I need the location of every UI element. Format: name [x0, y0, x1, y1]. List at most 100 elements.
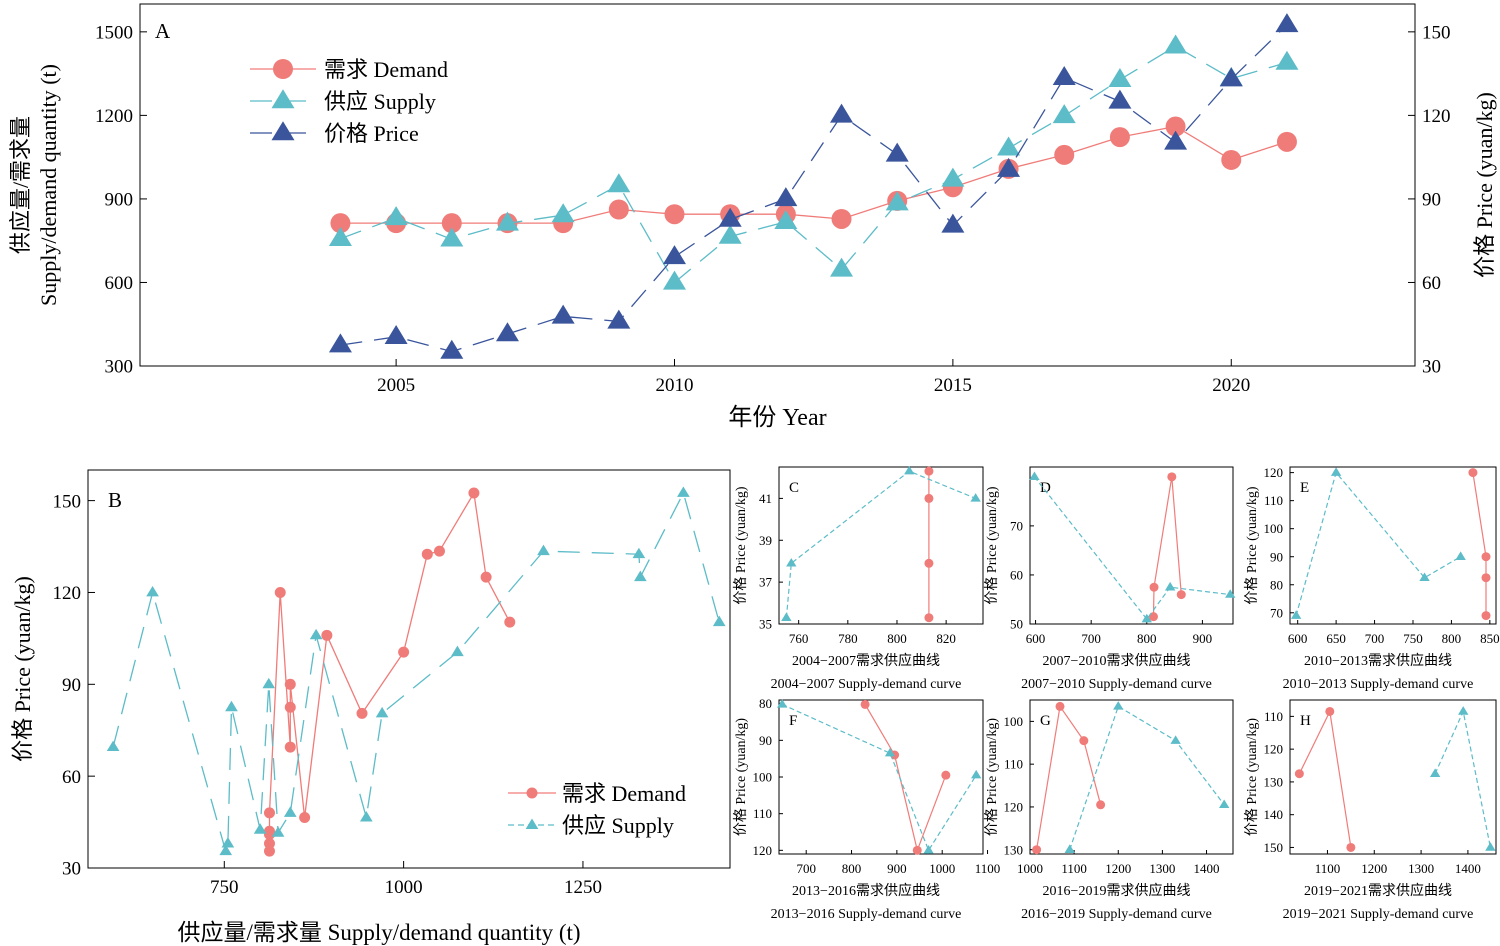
data-point-1-1 — [1113, 701, 1124, 710]
x-tick-label: 2015 — [934, 375, 972, 396]
data-point-0-9 — [831, 208, 852, 229]
data-point-0-3 — [941, 770, 951, 780]
data-point-1-2 — [1419, 572, 1430, 581]
y-axis-title: 价格 Price (yuan/kg) — [10, 576, 35, 762]
series-line-0 — [268, 491, 511, 852]
plot-frame-e — [1289, 466, 1497, 625]
y-tick-label: 100 — [1264, 521, 1284, 536]
series-line-2 — [340, 24, 1288, 353]
data-point-0-1 — [1325, 706, 1335, 716]
legend-marker-0 — [526, 787, 538, 799]
data-point-0-1 — [263, 838, 275, 850]
y-tick-label: 150 — [1264, 840, 1284, 855]
data-point-1-0 — [781, 612, 792, 621]
panel-label: A — [155, 19, 171, 43]
data-point-0-5 — [274, 586, 286, 598]
data-point-2-3 — [495, 322, 519, 342]
data-point-1-0 — [106, 740, 120, 752]
series-line-1 — [1434, 709, 1491, 848]
plot-frame-a — [139, 3, 1416, 367]
y-tick-label: 70 — [1010, 518, 1023, 533]
data-point-1-1 — [1330, 467, 1342, 476]
y-tick-label: 120 — [1264, 742, 1284, 757]
x-axis-title-line1: 2010−2013需求供应曲线 — [1304, 652, 1452, 669]
x-tick-label: 800 — [1137, 631, 1157, 646]
data-point-1-0 — [1429, 768, 1441, 777]
x-axis-title-line2: 2016−2019 Supply-demand curve — [1021, 907, 1212, 922]
data-point-0-17 — [1276, 131, 1297, 152]
y-axis-title: 价格 Price (yuan/kg) — [1244, 718, 1260, 837]
data-point-1-15 — [634, 570, 647, 582]
data-point-1-1 — [884, 747, 896, 757]
x-tick-label: 1000 — [385, 877, 423, 898]
x-tick-label: 1400 — [1194, 861, 1220, 876]
y-tick-label: 120 — [1004, 799, 1024, 814]
data-point-0-1 — [1055, 701, 1065, 711]
x-axis-title-line2: 2004−2007 Supply-demand curve — [771, 677, 962, 692]
panel-h: 1100 1200 1300 1400 110 120 130 140 150 H 2019−202… — [1244, 699, 1497, 922]
data-point-0-9 — [299, 811, 311, 823]
plot-area-e — [1290, 467, 1491, 621]
y-tick-label: 120 — [753, 843, 773, 858]
data-point-1-3 — [1455, 551, 1466, 560]
data-point-1-7 — [271, 826, 285, 837]
series-line-1 — [785, 470, 976, 618]
x-tick-label: 700 — [796, 861, 816, 876]
plot-frame-h — [1289, 699, 1497, 855]
series-line-0 — [1472, 472, 1487, 616]
x-tick-label: 1250 — [564, 877, 602, 898]
x-tick-label: 650 — [1326, 631, 1346, 646]
data-point-1-5 — [607, 173, 631, 193]
data-point-0-0 — [330, 213, 351, 234]
data-point-0-13 — [421, 548, 433, 560]
data-point-1-1 — [1458, 706, 1469, 715]
data-point-0-11 — [356, 707, 368, 719]
panel-d: 600 700 800 900 50 60 70 D 2007−2010需求供应曲线 2007−2… — [984, 466, 1236, 692]
y-tick-label: 90 — [1422, 190, 1441, 211]
x-axis-title-line1: 2019−2021需求供应曲线 — [1304, 882, 1452, 899]
series-line-0 — [1298, 709, 1352, 848]
y-tick-label: 300 — [105, 357, 134, 378]
data-point-1-3 — [970, 493, 981, 502]
data-point-2-11 — [941, 213, 965, 233]
data-point-0-17 — [504, 616, 516, 628]
y-tick-label: 150 — [53, 491, 82, 512]
legend-label-0: 需求 Demand — [562, 781, 686, 806]
series-line-0 — [1152, 476, 1182, 617]
legend-b: 需求 Demand 供应 Supply — [508, 781, 686, 838]
x-tick-label: 820 — [936, 631, 956, 646]
data-point-1-13 — [1052, 104, 1076, 124]
y-tick-label: 120 — [53, 583, 82, 604]
y-tick-label: 130 — [1264, 774, 1284, 789]
data-point-1-9 — [830, 257, 854, 277]
x-tick-label: 800 — [842, 861, 862, 876]
x-tick-label: 1300 — [1149, 861, 1175, 876]
data-point-2-14 — [1108, 89, 1132, 109]
data-point-1-0 — [328, 226, 352, 246]
y-tick-label: 110 — [753, 806, 772, 821]
x-axis-title-line1: 2013−2016需求供应曲线 — [792, 882, 940, 899]
data-point-0-0 — [1294, 769, 1304, 779]
data-point-1-4 — [551, 203, 575, 223]
panel-label: E — [1300, 480, 1309, 496]
panel-b: 750 1000 1250 30 60 90 120 150 B 供应量/需求量 Supply/d… — [10, 469, 731, 945]
panel-f: 700 800 900 1000 1100 80 90 100 110 120 F 2013−2016… — [733, 696, 1000, 922]
y-axis-title: 价格 Price (yuan/kg) — [984, 486, 1000, 605]
series-line-1 — [1295, 471, 1461, 616]
data-point-0-14 — [433, 545, 445, 557]
x-tick-label: 1100 — [1315, 861, 1341, 876]
data-point-0-2 — [1346, 842, 1356, 852]
plot-frame-b — [87, 469, 731, 869]
legend-marker-1 — [271, 89, 295, 109]
series-line-0 — [1036, 704, 1102, 850]
data-point-1-2 — [923, 845, 934, 854]
data-point-0-3 — [1096, 800, 1106, 810]
legend-marker-0 — [273, 59, 293, 79]
data-point-1-1 — [1141, 613, 1152, 623]
x-axis-title: 年份 Year — [728, 404, 826, 431]
data-point-1-10 — [885, 191, 909, 211]
data-point-1-15 — [1164, 34, 1188, 54]
data-point-1-16 — [677, 486, 690, 497]
y-axis-title-right: 价格 Price (yuan/kg) — [1472, 92, 1497, 278]
data-point-2-9 — [830, 103, 854, 123]
